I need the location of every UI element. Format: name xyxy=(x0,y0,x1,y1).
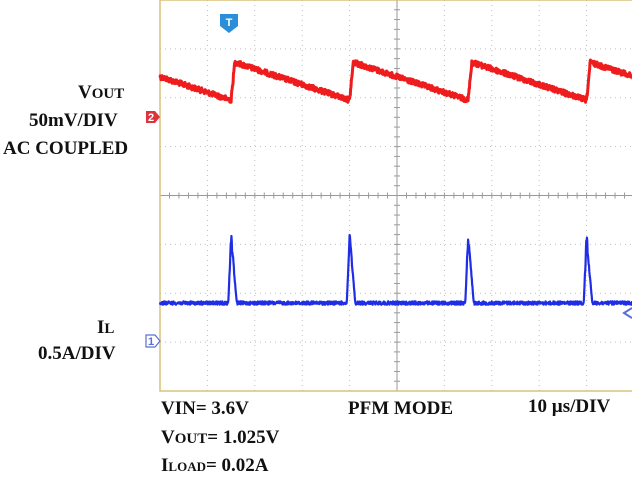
scope-grid xyxy=(159,0,632,392)
trigger-level-arrow-icon xyxy=(622,307,632,319)
vout-scale-label: 50mV/DIV xyxy=(29,110,118,131)
il-channel-name: I xyxy=(97,317,105,338)
vout-condition-name: V xyxy=(161,427,175,448)
vout-condition-sub: OUT xyxy=(174,431,208,447)
trigger-marker-label: T xyxy=(226,17,233,29)
vout-channel-sub: OUT xyxy=(91,86,125,102)
ch1-marker-label: 1 xyxy=(148,336,154,348)
timebase-label: 10 µs/DIV xyxy=(528,396,611,417)
ch2-marker: 2 xyxy=(146,111,160,124)
vout-coupling-label: AC COUPLED xyxy=(3,138,129,159)
scope-traces xyxy=(158,58,632,306)
scope-frame xyxy=(159,0,632,392)
il-scale-label: 0.5A/DIV xyxy=(38,343,116,364)
ch2-marker-label: 2 xyxy=(148,112,154,124)
ch1-marker: 1 xyxy=(145,334,161,348)
vout-channel-label: VOUT xyxy=(78,83,124,102)
iload-condition-label: ILOAD= 0.02A xyxy=(161,456,269,475)
il-channel-sub: L xyxy=(104,321,115,337)
iload-condition-name: I xyxy=(161,455,169,476)
vout-condition-value: = 1.025V xyxy=(207,427,280,448)
vin-label: VIN= 3.6V xyxy=(161,398,249,419)
il-waveform-series xyxy=(158,233,632,306)
iload-condition-sub: LOAD xyxy=(168,459,206,474)
vout-channel-name: V xyxy=(78,82,92,103)
vout-waveform-series xyxy=(158,58,632,104)
iload-condition-value: = 0.02A xyxy=(205,455,269,476)
trigger-marker: T xyxy=(220,14,238,33)
mode-label: PFM MODE xyxy=(348,398,454,419)
il-channel-label: IL xyxy=(97,318,114,337)
vout-condition-label: VOUT= 1.025V xyxy=(161,428,279,447)
